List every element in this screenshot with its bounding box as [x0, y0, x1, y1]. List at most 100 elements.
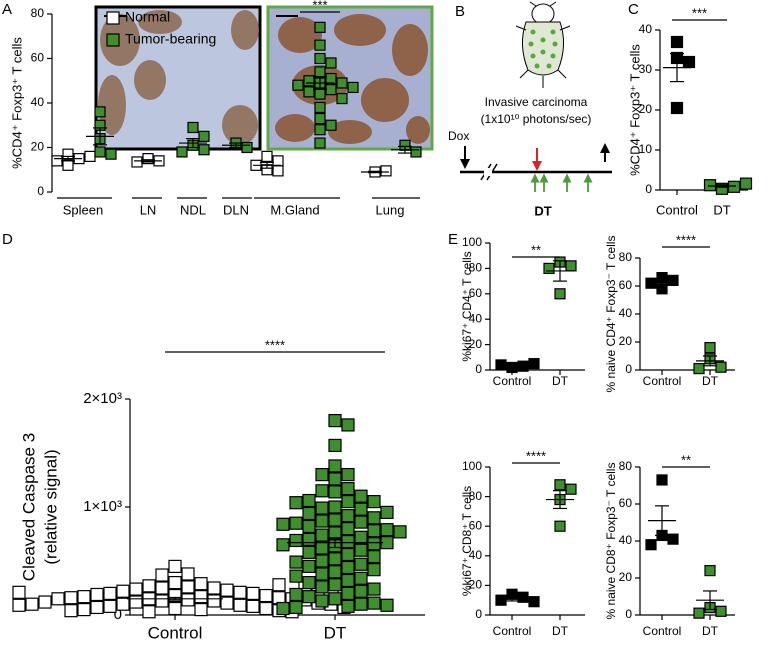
data-point [336, 77, 348, 89]
data-point [645, 277, 657, 289]
data-point [62, 159, 74, 171]
data-point [272, 591, 286, 605]
data-point [194, 577, 208, 591]
significance-label: **** [526, 448, 546, 463]
data-point [272, 165, 284, 177]
y-tick-label: 100 [462, 459, 482, 473]
data-point [554, 520, 566, 532]
data-point [233, 598, 247, 612]
y-tick-label: 40 [639, 22, 653, 36]
data-point [302, 519, 316, 534]
data-point [315, 514, 329, 528]
panel-label: E [448, 231, 458, 248]
data-point [314, 137, 326, 149]
data-point [168, 559, 182, 574]
data-point [506, 361, 518, 374]
data-point [380, 505, 394, 519]
chart: 0 20 40 60 80% naive CD8⁺ Foxp3⁻ T cells Cont… [604, 452, 735, 638]
data-point [410, 146, 422, 158]
data-point [328, 526, 342, 540]
x-tick-label: Control [493, 624, 532, 638]
data-point [289, 569, 303, 583]
y-tick-label: 100 [462, 235, 482, 249]
y-tick-label: 60 [31, 51, 45, 65]
y-tick-label: 20 [619, 570, 633, 584]
data-point [367, 511, 381, 525]
data-point [220, 583, 234, 597]
data-point [246, 599, 260, 613]
data-point [341, 573, 355, 588]
chart: 0 20 40 60 80% naive CD4⁺ Foxp3⁻ T cells Cont… [604, 232, 735, 392]
y-axis-label: %ki67⁺ CD8⁺ T cells [460, 486, 474, 596]
data-point [302, 532, 316, 547]
data-point [328, 472, 342, 486]
data-point [303, 75, 315, 87]
y-tick-label: 40 [31, 95, 45, 109]
y-tick-label: 40 [469, 548, 483, 562]
data-point [341, 534, 355, 549]
x-tick-label: NDL [180, 202, 206, 217]
data-point [704, 564, 716, 577]
data-point [315, 484, 329, 498]
data-point [315, 541, 329, 555]
data-point [328, 500, 342, 514]
data-point [341, 599, 355, 613]
y-tick-label: 0 [475, 607, 482, 621]
data-point [517, 591, 529, 603]
data-point [341, 521, 355, 536]
data-point [155, 594, 169, 608]
data-point [289, 555, 303, 569]
y-tick-label: 0 [625, 607, 632, 621]
data-point [289, 600, 303, 615]
data-point [367, 582, 381, 596]
y-tick-label: 20 [639, 102, 653, 116]
data-point [105, 148, 117, 160]
data-point [259, 588, 273, 603]
chart: E 0 20 40 60 80 100 %ki67⁺ CD4⁺ T cells Control D… [448, 231, 585, 388]
data-point [77, 602, 91, 617]
data-point [176, 146, 188, 158]
data-point [328, 578, 342, 592]
y-tick-label: 40 [619, 306, 633, 320]
data-point [380, 598, 394, 612]
data-point [367, 596, 381, 610]
x-tick-label: DT [552, 374, 569, 388]
data-point [367, 495, 381, 509]
data-point [129, 595, 143, 609]
y-tick-label: 0 [475, 362, 482, 376]
y-axis-label: Cleaved Caspase 3 [19, 433, 38, 581]
data-point [393, 525, 407, 539]
data-point [51, 155, 63, 167]
data-point [77, 590, 91, 604]
x-tick-label: Control [643, 374, 682, 388]
chart: D 0 1×10³ 2×10³ Cleaved Caspase 3 (relative s… [2, 231, 425, 642]
significance-label: **** [265, 337, 285, 352]
data-point [528, 596, 540, 608]
data-point [347, 81, 359, 94]
data-point [314, 88, 326, 100]
data-point [116, 584, 130, 598]
data-point [155, 581, 169, 595]
data-point [220, 596, 234, 610]
data-point [276, 538, 290, 552]
data-point [328, 485, 342, 499]
chart: A 0 20 40 60 80 %CD4⁺ Foxp3⁺ T cells Spleen LN ND… [2, 0, 422, 217]
x-tick-label: DT [702, 374, 719, 388]
data-point [103, 599, 117, 613]
data-point [670, 35, 684, 49]
data-point [354, 502, 368, 516]
data-point [272, 578, 286, 592]
data-point [187, 121, 199, 134]
data-point [528, 358, 540, 370]
data-point [207, 594, 221, 608]
data-point [289, 516, 303, 530]
data-point [64, 591, 78, 605]
data-point [289, 587, 303, 602]
x-tick-label: DT [713, 202, 730, 217]
diagram-subtitle: (1x10¹⁰ photons/sec) [481, 112, 592, 126]
data-point [341, 509, 355, 523]
y-tick-label: 0 [114, 606, 122, 623]
data-point [289, 496, 303, 510]
data-point [12, 598, 26, 612]
data-point [341, 495, 355, 509]
